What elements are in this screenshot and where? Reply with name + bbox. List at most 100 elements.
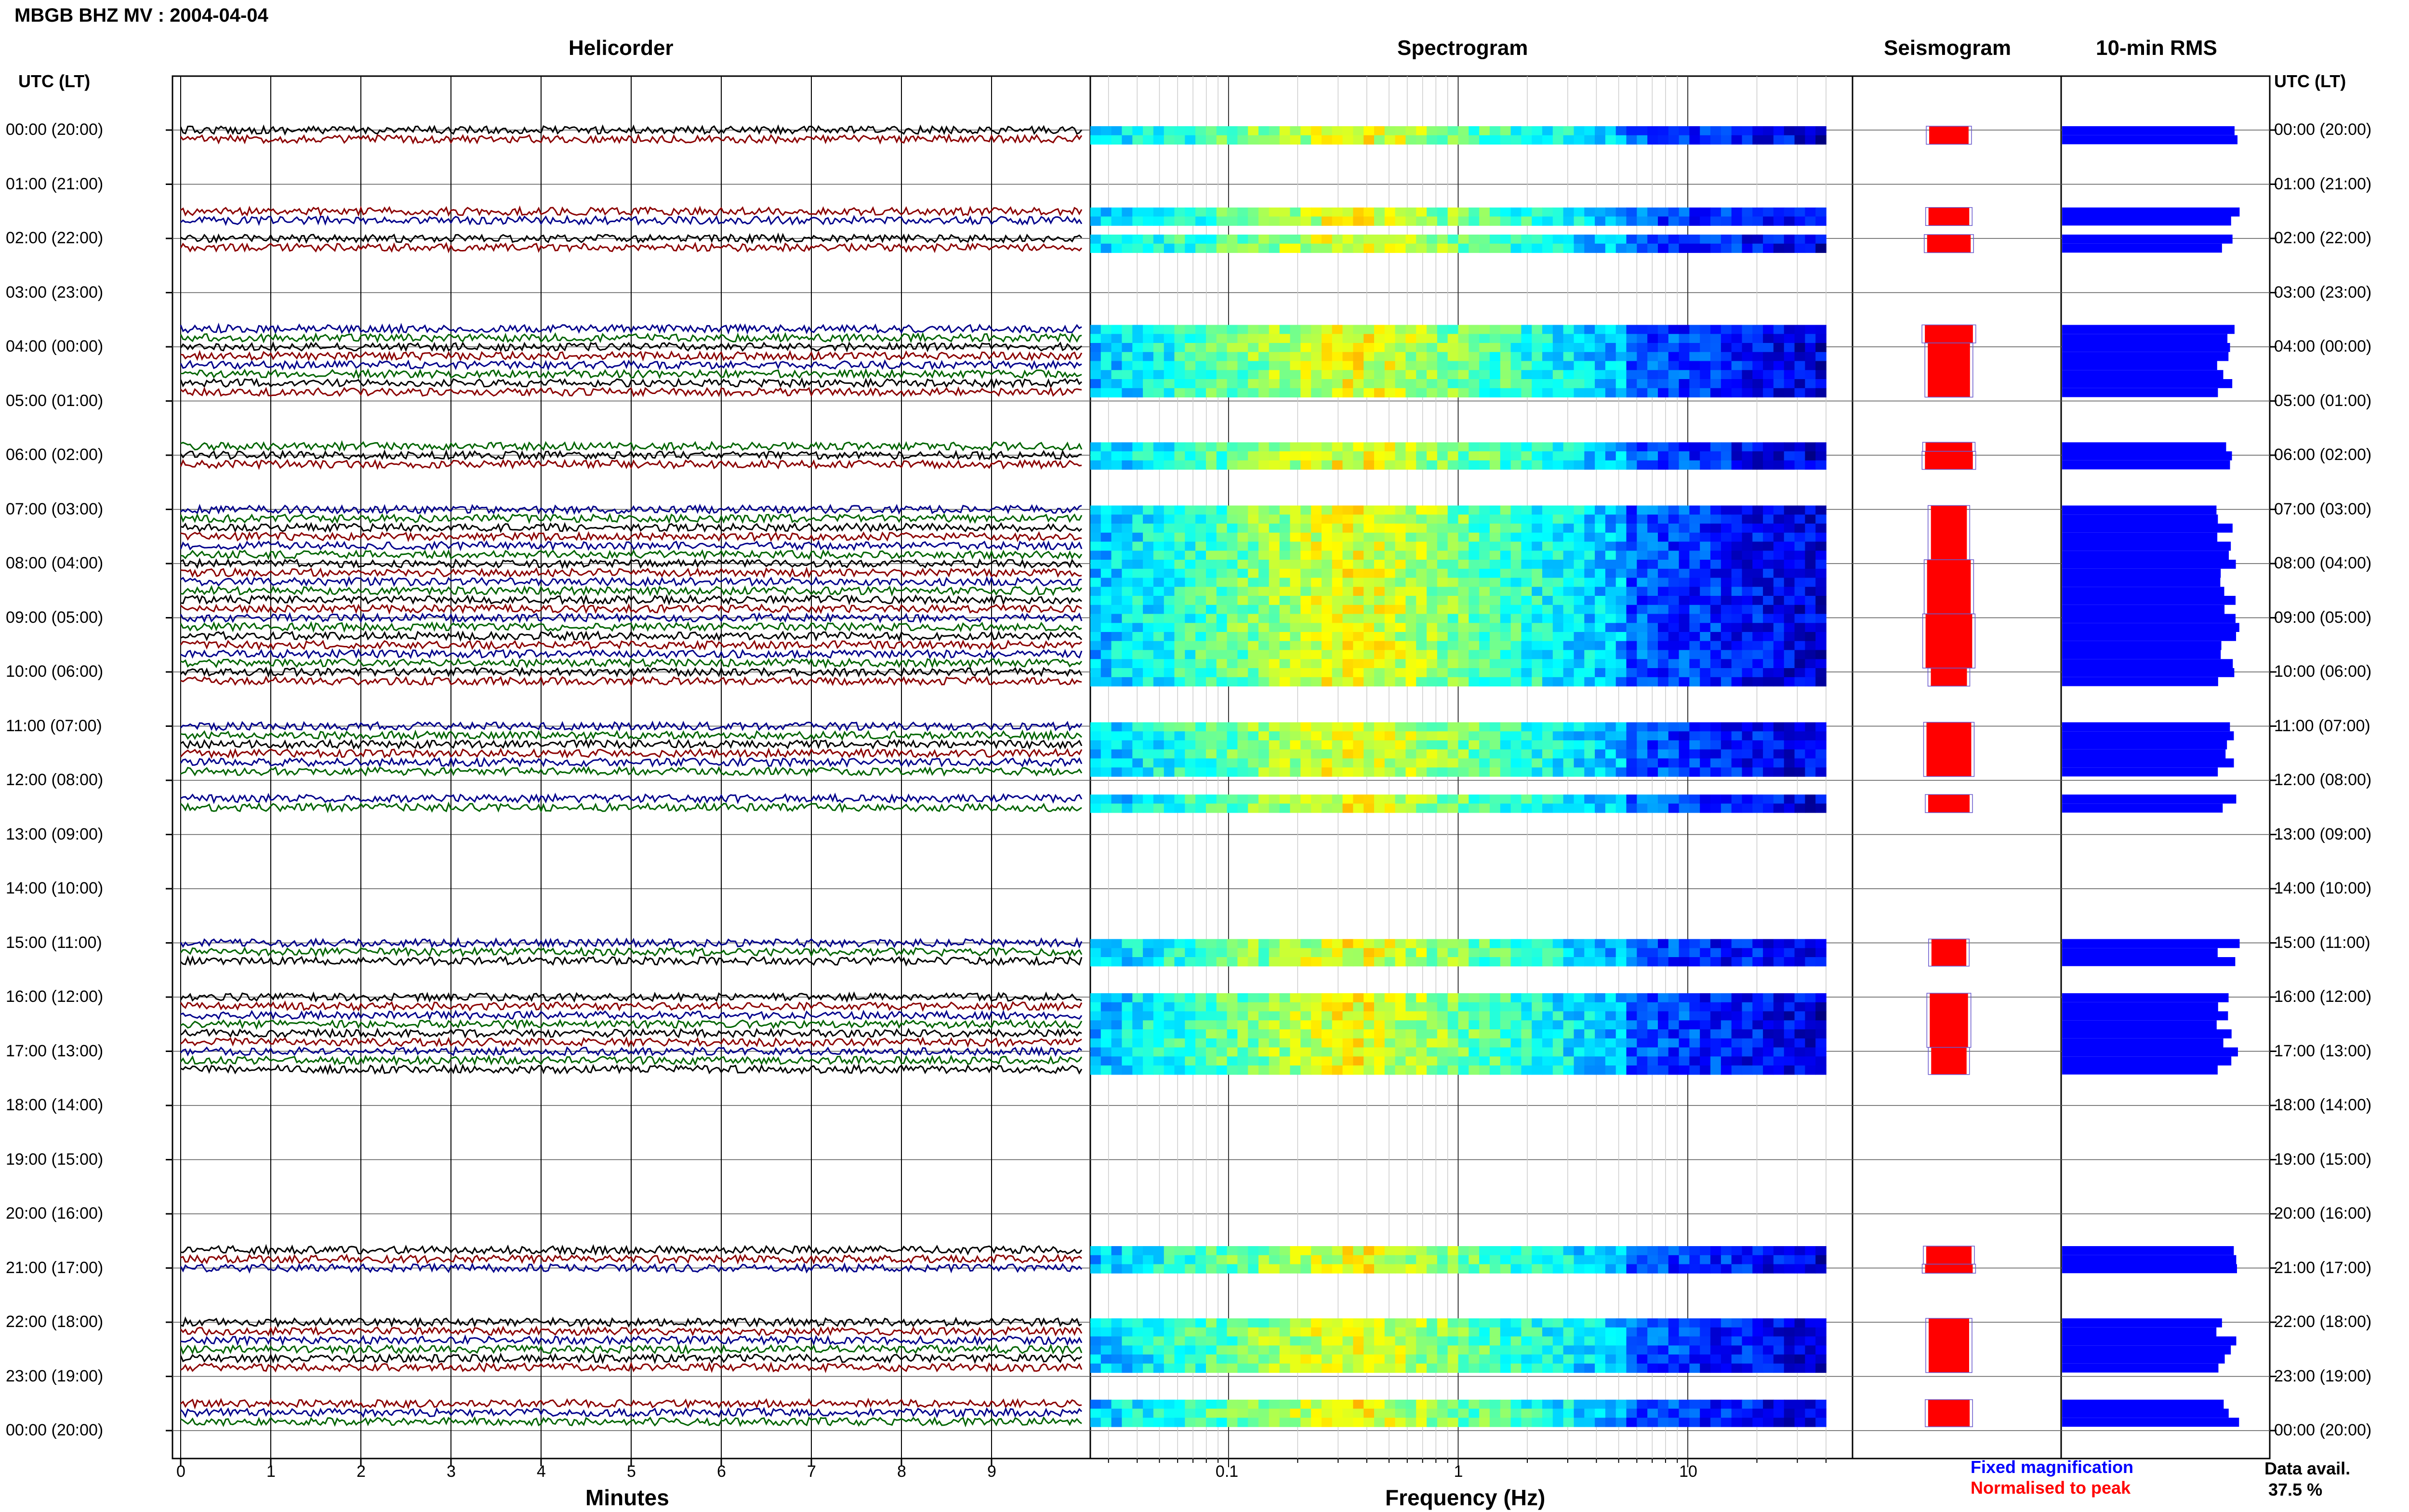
spectrogram-cell [1206,532,1217,542]
spectrogram-cell [1374,596,1385,605]
spectrogram-cell [1111,722,1123,732]
spectrogram-cell [1237,1038,1248,1048]
spectrogram-cell [1626,514,1638,524]
spectrogram-cell [1174,587,1186,596]
spectrogram-cell [1773,442,1785,452]
spectrogram-cell [1111,1318,1123,1328]
spectrogram-cell [1532,623,1543,632]
spectrogram-cell [1815,216,1827,226]
spectrogram-cell [1427,325,1438,334]
spectrogram-cell [1237,957,1248,967]
spectrogram-cell [1374,641,1385,651]
spectrogram-cell [1321,126,1333,136]
spectrogram-cell [1469,1020,1480,1030]
spectrogram-cell [1090,605,1101,615]
spectrogram-cell [1710,1345,1721,1355]
spectrogram-cell [1479,1065,1490,1075]
spectrogram-cell [1563,1029,1575,1039]
spectrogram-cell [1311,623,1322,632]
spectrogram-cell [1143,343,1154,353]
spectrogram-cell [1574,1047,1585,1057]
spectrogram-cell [1574,216,1585,226]
spectrogram-cell [1668,532,1680,542]
spectrogram-cell [1416,749,1427,759]
spectrogram-cell [1374,1363,1385,1373]
spectrogram-cell [1090,1011,1101,1021]
spectrogram-cell [1185,993,1196,1003]
spectrogram-cell [1395,514,1406,524]
spectrogram-cell [1374,1318,1385,1328]
spectrogram-cell [1279,1029,1291,1039]
spectrogram-cell [1458,632,1469,642]
spectrogram-cell [1100,532,1112,542]
spectrogram-cell [1290,794,1301,804]
spectrogram-cell [1805,343,1816,353]
spectrogram-cell [1500,596,1511,605]
spectrogram-cell [1458,641,1469,651]
spectrogram-cell [1206,514,1217,524]
spectrogram-cell [1626,1336,1638,1346]
spectrogram-cell [1605,758,1616,768]
spectrogram-cell [1626,1011,1638,1021]
spectrogram-cell [1437,1264,1448,1274]
spectrogram-cell [1469,216,1480,226]
spectrogram-cell [1174,524,1186,533]
spectrogram-cell [1363,668,1375,678]
spectrogram-cell [1111,1020,1123,1030]
spectrogram-cell [1552,532,1564,542]
spectrogram-cell [1384,632,1396,642]
spectrogram-cell [1122,794,1133,804]
spectrogram-cell [1342,939,1354,948]
spectrogram-cell [1174,939,1186,948]
spectrogram-cell [1742,1318,1753,1328]
spectrogram-cell [1542,334,1553,343]
spectrogram-cell [1679,939,1690,948]
spectrogram-cell [1763,334,1774,343]
spectrogram-cell [1143,541,1154,551]
spectrogram-cell [1206,551,1217,560]
spectrogram-cell [1500,1020,1511,1030]
spectrogram-cell [1437,334,1448,343]
spectrogram-cell [1122,352,1133,362]
helicorder-trace [180,630,1083,642]
spectrogram-cell [1763,1038,1774,1048]
minute-tick-label: 4 [537,1462,546,1481]
spectrogram-cell [1574,1354,1585,1364]
spectrogram-cell [1447,1345,1459,1355]
spectrogram-cell [1805,803,1816,813]
helicorder-trace [180,350,1083,362]
spectrogram-cell [1794,614,1806,623]
spectrogram-cell [1626,740,1638,750]
spectrogram-cell [1510,1029,1522,1039]
spectrogram-cell [1206,388,1217,398]
spectrogram-cell [1752,939,1763,948]
spectrogram-cell [1427,957,1438,967]
spectrogram-cell [1206,1255,1217,1265]
spectrogram-cell [1185,541,1196,551]
spectrogram-cell [1794,451,1806,461]
spectrogram-cell [1532,587,1543,596]
spectrogram-cell [1227,605,1238,615]
spectrogram-cell [1521,668,1532,678]
spectrogram-cell [1090,361,1101,370]
spectrogram-cell [1195,722,1206,732]
spectrogram-cell [1384,668,1396,678]
spectrogram-cell [1721,1002,1732,1012]
spectrogram-cell [1206,1408,1217,1418]
helicorder-trace [180,549,1083,561]
spectrogram-cell [1710,207,1721,217]
spectrogram-cell [1290,568,1301,579]
spectrogram-cell [1574,1336,1585,1346]
spectrogram-cell [1815,1318,1827,1328]
spectrogram-cell [1805,370,1816,380]
spectrogram-cell [1153,749,1165,759]
spectrogram-cell [1111,1002,1123,1012]
spectrogram-cell [1721,939,1732,948]
spectrogram-cell [1416,524,1427,533]
spectrogram-cell [1153,524,1165,533]
spectrogram-cell [1574,541,1585,551]
spectrogram-cell [1574,532,1585,542]
spectrogram-cell [1784,659,1795,669]
spectrogram-cell [1647,524,1658,533]
spectrogram-cell [1216,442,1228,452]
